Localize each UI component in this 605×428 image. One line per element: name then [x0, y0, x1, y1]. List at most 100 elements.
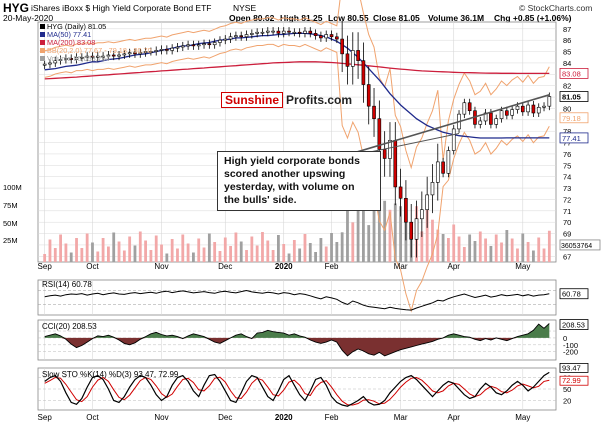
volume-bar [112, 232, 116, 262]
candle-body [159, 48, 164, 51]
volume-bar [255, 245, 259, 262]
candle-body [340, 38, 344, 55]
sto-d-value-box [559, 375, 589, 386]
volume-bar [160, 244, 163, 262]
y-tick-label: 73 [563, 184, 571, 193]
candle-body [271, 30, 275, 33]
volume-value-label: 36053764 [561, 243, 592, 250]
cci-line [44, 323, 550, 357]
volume-bar [500, 242, 503, 262]
high-value: High 81.25 [280, 13, 323, 23]
candle-body [404, 198, 408, 223]
volume-value: Volume 36.1M [428, 13, 485, 23]
close-value: Close 81.05 [373, 13, 420, 23]
volume-bar [207, 233, 211, 262]
volume-bar [399, 206, 402, 262]
volume-bar [526, 242, 530, 262]
candle-body [250, 33, 254, 35]
candle-body [191, 44, 196, 47]
volume-bar [308, 243, 312, 262]
exchange: NYSE [233, 3, 257, 13]
volume-bar [133, 245, 137, 262]
legend-swatch [40, 32, 45, 37]
security-name: iShares iBoxx $ High Yield Corporate Bon… [31, 3, 212, 13]
candle-body [398, 186, 403, 199]
legend-label: BB(20,2.0) 77.67 - 79.18 - 80.70 [47, 46, 152, 55]
annotation-line: yesterday, with volume on [224, 181, 355, 193]
sto-title: Slow STO %K(14) %D(3) 93.47, 72.99 [42, 370, 179, 379]
y-tick-label: 75 [563, 161, 571, 170]
volume-value-box [559, 239, 601, 251]
candle-body [207, 43, 212, 46]
candle-body [303, 30, 307, 34]
volume-bar [473, 241, 477, 262]
candle-body [53, 60, 58, 64]
volume-bar [223, 237, 227, 262]
x-tick-label: Dec [218, 413, 232, 422]
brand-part1: Sunshine [221, 92, 284, 108]
volume-bar [138, 231, 142, 262]
volume-bar [261, 232, 264, 262]
volume-bar [277, 235, 280, 262]
candle-body [244, 34, 249, 38]
x-tick-label: May [515, 413, 530, 422]
candle-body [356, 50, 360, 61]
legend-label: Volume 36,053,764 [47, 54, 110, 63]
volume-bar [457, 236, 461, 262]
volume-bar [144, 240, 147, 262]
volume-bar [388, 209, 392, 262]
volume-bar [197, 238, 201, 262]
sto-tick-label: 20 [563, 396, 571, 405]
candle-body [451, 128, 456, 151]
price-value-label: 79.18 [562, 114, 581, 123]
candle-body [223, 38, 228, 41]
legend-swatch [40, 40, 45, 45]
cci-tick-label: -200 [563, 348, 578, 357]
price-value-label: 81.05 [562, 93, 581, 102]
volume-bar [107, 246, 110, 262]
candle-body [111, 54, 116, 57]
annotation-line: High yield corporate bonds [224, 155, 360, 167]
legend-label: MA(200) 83.08 [47, 38, 95, 47]
y-tick-label: 86 [563, 36, 571, 45]
candle-body [536, 107, 541, 114]
candle-body [281, 30, 286, 34]
x-tick-label: Apr [447, 413, 460, 422]
cci-value-label: 208.53 [562, 321, 585, 330]
volume-bar [516, 248, 519, 262]
candle-body [170, 47, 174, 51]
cci-title: CCI(20) 208.53 [42, 322, 97, 331]
volume-bar [69, 252, 73, 262]
x-tick-label: Apr [447, 262, 460, 271]
candle-body [180, 45, 185, 48]
volume-bar [96, 251, 100, 262]
legend-swatch [40, 48, 45, 53]
candle-body [122, 53, 127, 56]
candle-body [292, 31, 297, 34]
x-tick-label: Nov [154, 262, 168, 271]
low-value: Low 80.55 [328, 13, 369, 23]
y-tick-label: 74 [563, 173, 571, 182]
candle-body [520, 105, 525, 113]
x-tick-label: Dec [218, 262, 232, 271]
volume-bar [324, 246, 328, 262]
x-tick-label: Mar [394, 262, 408, 271]
annotation-box: High yield corporate bonds scored anothe… [217, 151, 381, 211]
candle-body [414, 218, 419, 240]
x-tick-label: May [515, 262, 530, 271]
price-value-box [559, 112, 589, 124]
y-tick-label: 69 [563, 230, 571, 239]
candle-body [441, 161, 445, 174]
bollinger-lower-line [44, 43, 550, 313]
volume-bar [436, 229, 440, 262]
candle-body [239, 35, 244, 38]
volume-bar [441, 234, 445, 262]
x-tick-label: Feb [325, 262, 339, 271]
candle-body [101, 55, 105, 58]
volume-bar [48, 239, 52, 262]
candle-body [420, 209, 424, 220]
candle-body [505, 110, 509, 116]
candle-body [462, 102, 467, 115]
candle-body [276, 30, 281, 34]
